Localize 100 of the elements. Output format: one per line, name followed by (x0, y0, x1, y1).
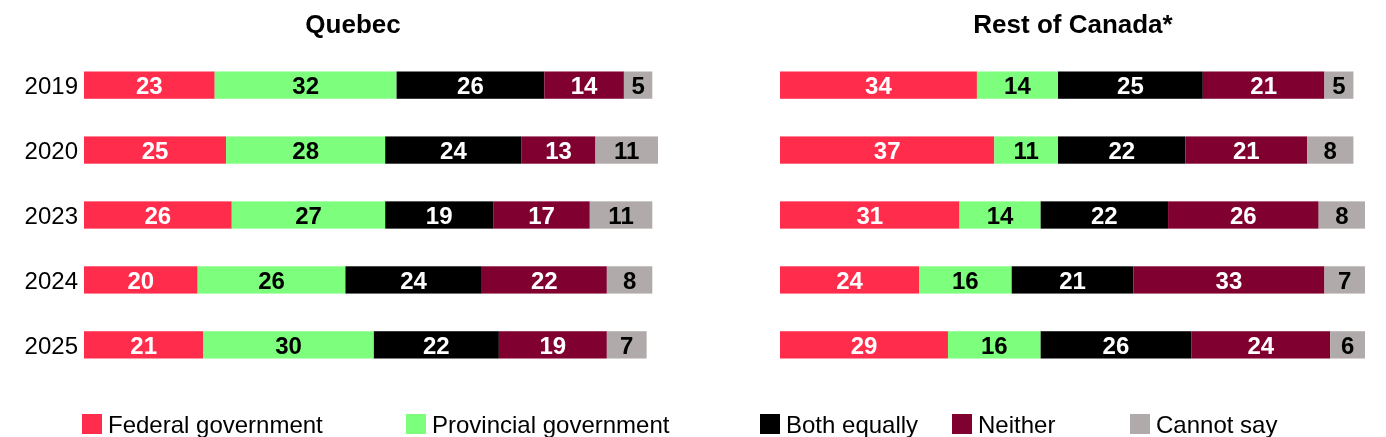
data-label: 26 (1230, 201, 1257, 229)
bar (595, 136, 658, 164)
data-label: 24 (1247, 331, 1275, 359)
data-label: 6 (1340, 331, 1355, 359)
data-label: 26 (1102, 331, 1130, 359)
bar (1040, 201, 1169, 229)
data-label: 23 (136, 71, 163, 99)
y-tick-label: 2023 (24, 201, 78, 229)
bar (976, 71, 1059, 99)
data-label: 14 (1004, 71, 1032, 99)
bar (385, 136, 522, 164)
data-label: 31 (856, 201, 884, 229)
y-tick-label: 2020 (24, 136, 78, 164)
bar (231, 201, 386, 229)
bar (1058, 136, 1186, 164)
bar (1133, 266, 1325, 294)
y-tick-label: 2025 (24, 331, 78, 359)
chart-title: Quebec (305, 9, 401, 39)
data-label: 30 (275, 331, 302, 359)
y-tick-label: 2024 (24, 266, 78, 294)
data-label: 27 (295, 201, 322, 229)
data-label: 26 (457, 71, 484, 99)
data-label: 24 (440, 136, 468, 164)
chart-title: Rest of Canada* (973, 9, 1174, 39)
bar (1185, 136, 1308, 164)
bar (1011, 266, 1134, 294)
bar (373, 331, 499, 359)
bar (994, 136, 1059, 164)
data-label: 5 (1332, 71, 1346, 99)
data-label: 8 (1323, 136, 1337, 164)
data-label: 14 (570, 71, 599, 99)
bar (345, 266, 482, 294)
data-label: 13 (545, 136, 572, 164)
bar (947, 331, 1041, 359)
bar (84, 266, 198, 294)
data-label: 5 (631, 71, 645, 99)
data-label: 37 (873, 136, 901, 164)
bar (84, 201, 232, 229)
data-label: 22 (530, 266, 558, 294)
data-label: 7 (620, 331, 634, 359)
data-label: 24 (400, 266, 428, 294)
bar (1168, 201, 1319, 229)
bar (1040, 331, 1192, 359)
data-label: 11 (1013, 136, 1039, 164)
data-label: 21 (1250, 71, 1277, 99)
data-label: 24 (836, 266, 864, 294)
legend-label: Federal government (108, 410, 324, 437)
data-label: 34 (865, 71, 893, 99)
legend-label: Provincial government (432, 410, 670, 437)
data-label: 26 (144, 201, 172, 229)
bar (780, 71, 977, 99)
bar (385, 201, 494, 229)
legend-label: Both equally (786, 410, 919, 437)
bar (780, 331, 948, 359)
bar (226, 136, 386, 164)
bar (919, 266, 1012, 294)
data-label: 8 (622, 266, 637, 294)
bar (780, 266, 920, 294)
bar (396, 71, 545, 99)
bar (780, 201, 960, 229)
data-label: 7 (1338, 266, 1352, 294)
bar (1191, 331, 1331, 359)
bar (203, 331, 374, 359)
bar (197, 266, 346, 294)
bar (84, 136, 227, 164)
data-label: 22 (423, 331, 450, 359)
bar (606, 331, 647, 359)
data-label: 11 (608, 201, 634, 229)
data-label: 16 (951, 266, 979, 294)
data-label: 29 (850, 331, 878, 359)
data-label: 21 (1059, 266, 1086, 294)
data-label: 19 (425, 201, 453, 229)
bar (84, 331, 204, 359)
bar (481, 266, 607, 294)
bar (1202, 71, 1325, 99)
data-label: 33 (1215, 266, 1243, 294)
data-label: 22 (1108, 136, 1136, 164)
bar (959, 201, 1041, 229)
data-label: 21 (1232, 136, 1260, 164)
data-label: 19 (539, 331, 567, 359)
data-label: 28 (292, 136, 319, 164)
legend-label: Neither (978, 410, 1056, 437)
bar (1324, 266, 1365, 294)
data-label: 21 (130, 331, 158, 359)
bar (498, 331, 607, 359)
bar (544, 71, 624, 99)
bar (214, 71, 397, 99)
data-label: 14 (986, 201, 1015, 229)
bar (1058, 71, 1203, 99)
data-label: 20 (127, 266, 155, 294)
data-label: 16 (980, 331, 1008, 359)
data-label: 8 (1335, 201, 1349, 229)
legend-label: Cannot say (1156, 410, 1278, 437)
bar (84, 71, 215, 99)
y-tick-label: 2019 (24, 71, 78, 99)
data-label: 26 (258, 266, 285, 294)
data-label: 25 (1117, 71, 1144, 99)
bar (780, 136, 995, 164)
data-label: 22 (1091, 201, 1118, 229)
data-label: 32 (292, 71, 319, 99)
